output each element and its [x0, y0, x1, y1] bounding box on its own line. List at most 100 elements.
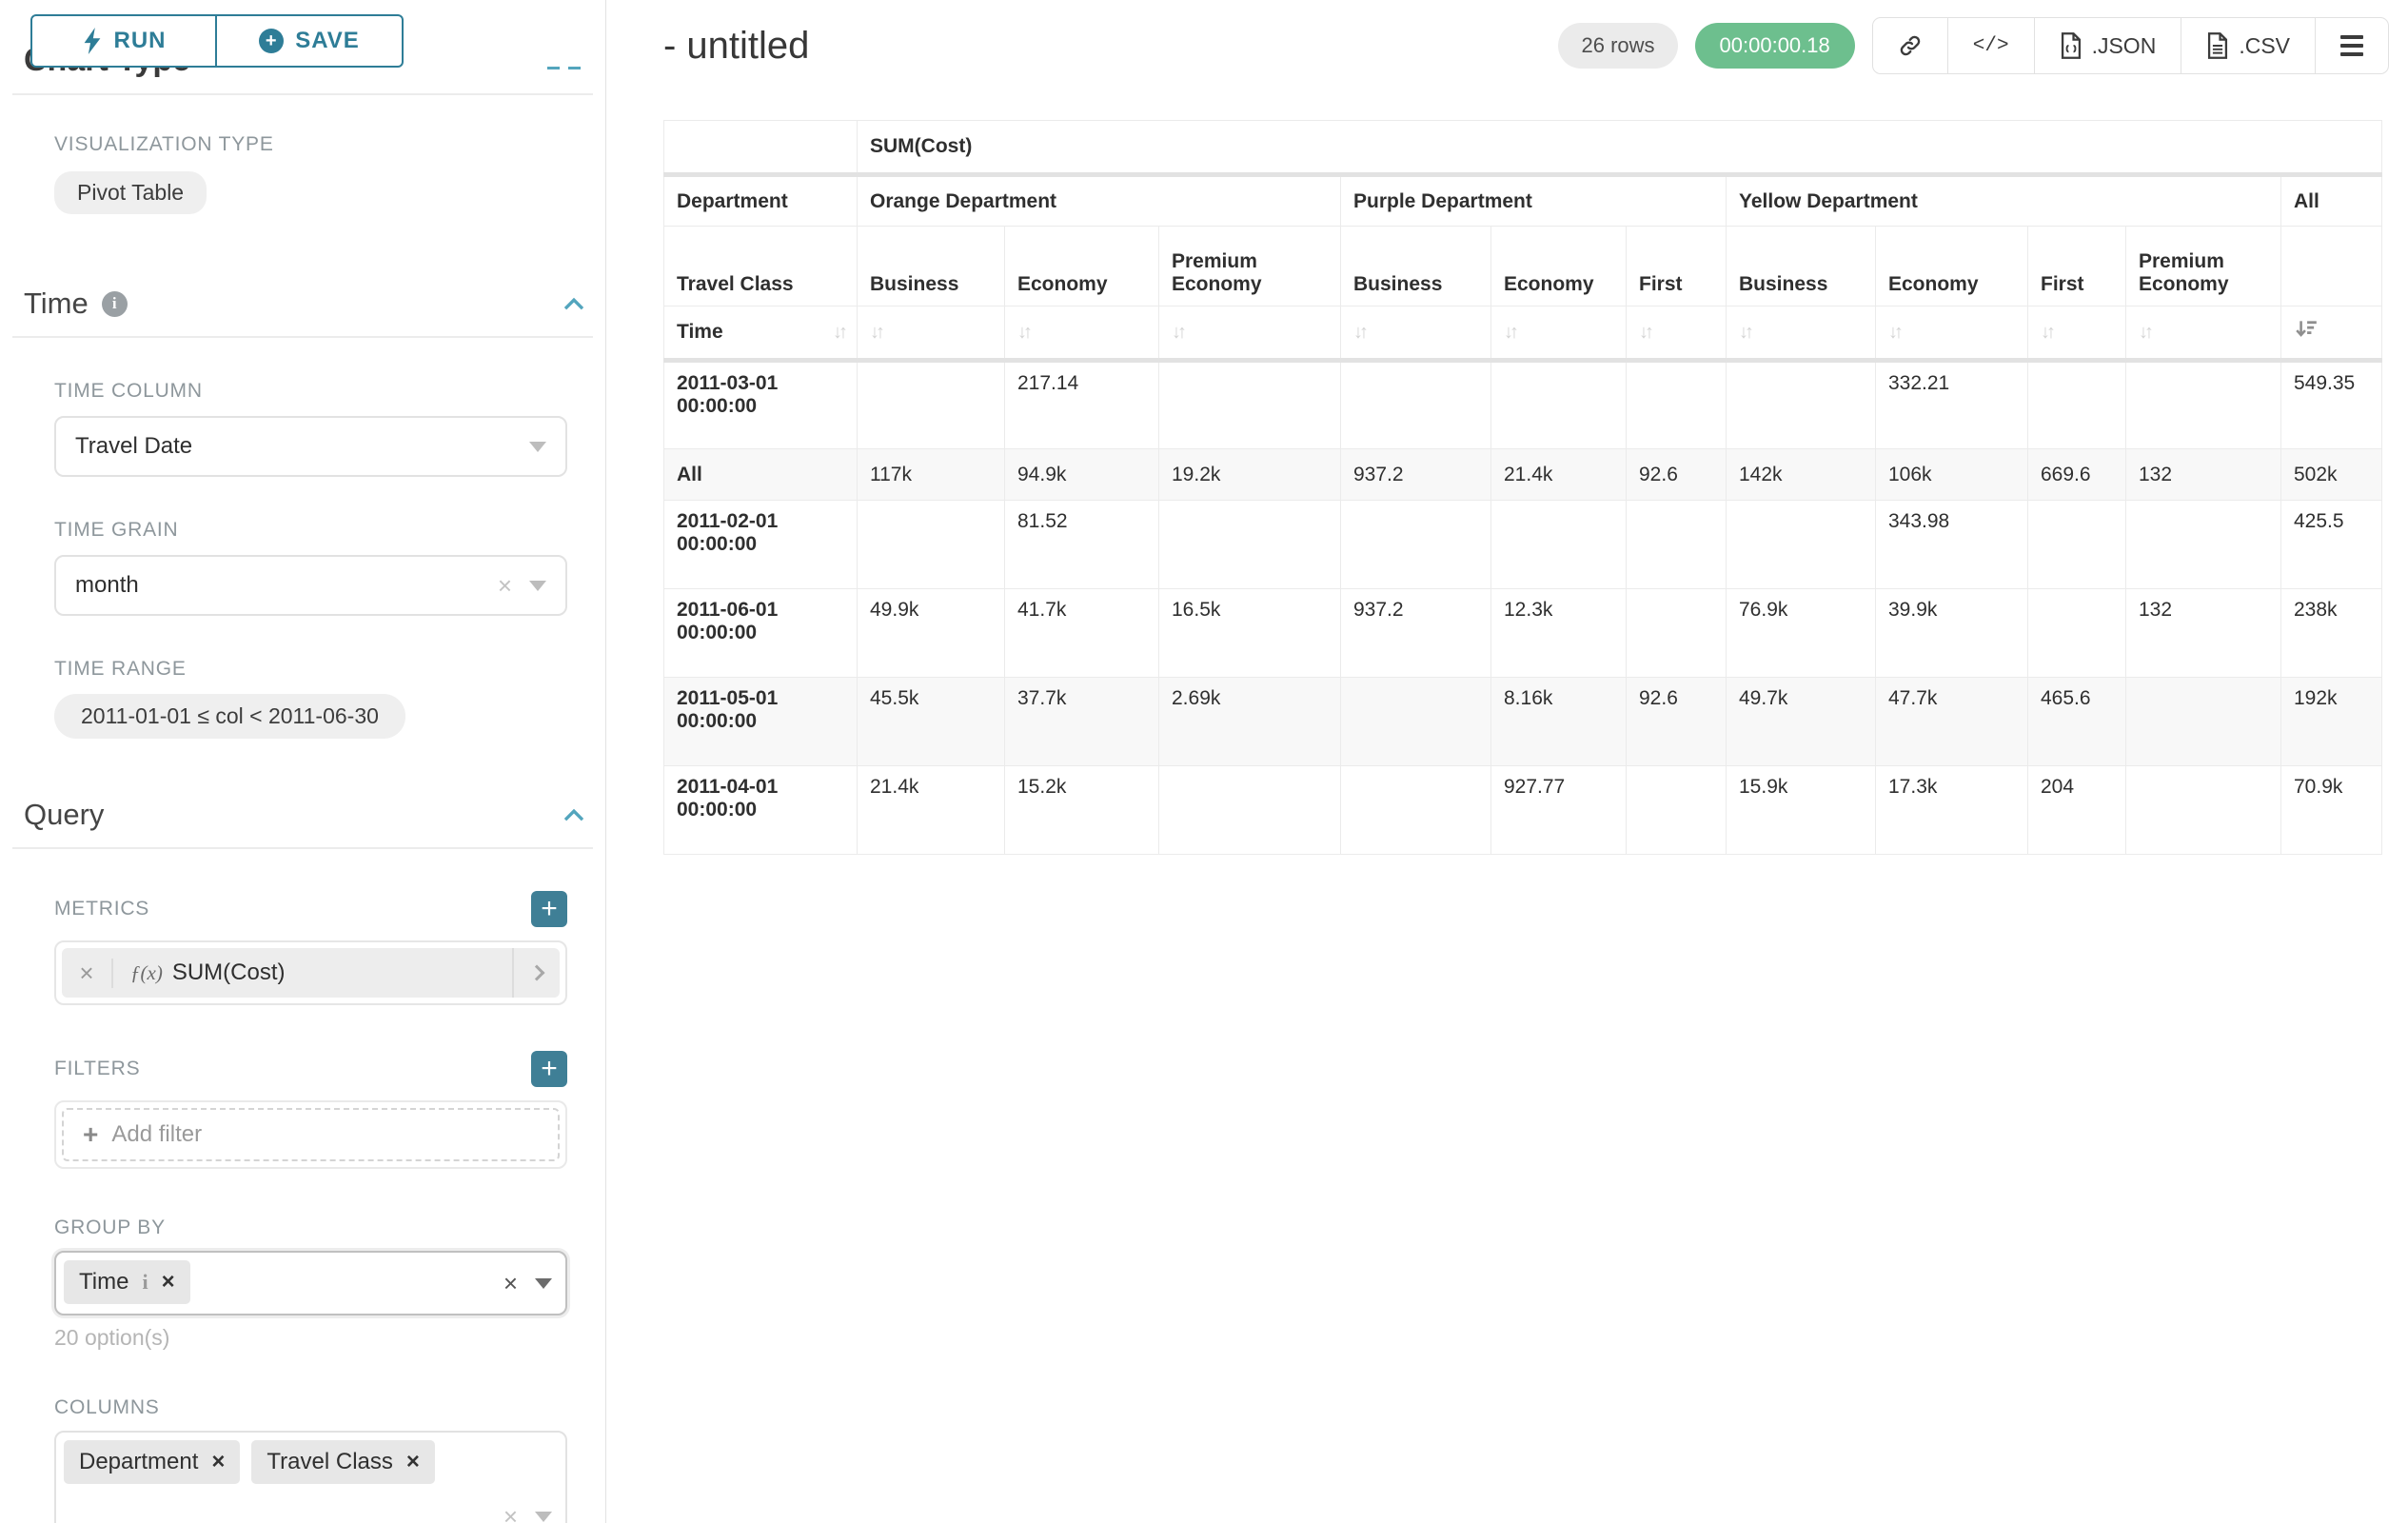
column-group-header: Orange Department	[857, 174, 1341, 227]
columns-tag-travel-class[interactable]: Travel Class ×	[251, 1440, 435, 1484]
sort-column-header[interactable]: ↓↑	[1626, 306, 1727, 363]
columns-select[interactable]: Department × Travel Class × ×	[54, 1431, 567, 1523]
time-grain-select[interactable]: month ×	[54, 555, 567, 616]
sort-column-header[interactable]: ↓↑	[1875, 306, 2028, 363]
run-button[interactable]: RUN	[30, 14, 217, 68]
sort-column-header[interactable]: ↓↑	[857, 306, 1005, 363]
value-cell: 15.9k	[1726, 765, 1876, 855]
columns-tag-department[interactable]: Department ×	[64, 1440, 241, 1484]
info-icon: i	[101, 290, 128, 317]
save-button-label: SAVE	[295, 28, 360, 53]
sort-icon[interactable]: ↓↑	[1639, 322, 1654, 343]
clear-icon[interactable]: ×	[497, 570, 512, 600]
add-metric-button[interactable]: +	[531, 891, 567, 927]
sort-icon[interactable]: ↓↑	[870, 322, 885, 343]
sort-column-header[interactable]: ↓↑	[1726, 306, 1876, 363]
travel-class-header: Business	[1726, 226, 1876, 307]
time-row-header[interactable]: Time ↓↑	[663, 306, 858, 363]
filters-control: + Add filter	[54, 1100, 567, 1169]
time-section-label: Time	[24, 287, 89, 320]
empty-value-cell	[2027, 360, 2126, 449]
sort-column-header[interactable]: ↓↑	[1490, 306, 1627, 363]
group-by-tag-time[interactable]: Time i ×	[64, 1260, 190, 1304]
time-column-select[interactable]: Travel Date	[54, 416, 567, 477]
value-cell: 92.6	[1626, 448, 1727, 501]
sort-icon[interactable]: ↓↑	[1353, 322, 1369, 343]
filters-label: FILTERS	[54, 1058, 141, 1079]
caret-down-icon	[535, 1511, 552, 1522]
value-cell: 117k	[857, 448, 1005, 501]
add-filter-plus-button[interactable]: +	[531, 1051, 567, 1087]
metric-pill[interactable]: × ƒ(x) SUM(Cost)	[62, 948, 560, 998]
sort-icon[interactable]: ↓↑	[1888, 322, 1904, 343]
travel-class-header: Economy	[1004, 226, 1159, 307]
menu-button[interactable]	[2315, 18, 2388, 73]
value-cell: 549.35	[2280, 360, 2382, 449]
empty-value-cell	[1340, 677, 1491, 766]
sort-column-header[interactable]: ↓↑	[1004, 306, 1159, 363]
value-cell: 92.6	[1626, 677, 1727, 766]
value-cell: 49.7k	[1726, 677, 1876, 766]
empty-value-cell	[1490, 360, 1627, 449]
group-by-select[interactable]: Time i × ×	[54, 1251, 567, 1315]
sub-dimension-header: Travel Class	[663, 226, 858, 307]
sort-column-header[interactable]: ↓↑	[1158, 306, 1341, 363]
export-json-button[interactable]: .JSON	[2033, 18, 2181, 73]
tag-label: Time	[79, 1269, 129, 1295]
tag-label: Department	[79, 1449, 199, 1474]
sort-icon[interactable]: ↓↑	[1017, 322, 1033, 343]
sort-icon[interactable]: ↓↑	[1172, 322, 1187, 343]
run-save-button-group: RUN + SAVE	[30, 14, 404, 68]
clear-icon[interactable]: ×	[503, 1268, 518, 1297]
value-cell: 47.7k	[1875, 677, 2028, 766]
expand-metric-button[interactable]	[512, 948, 560, 998]
remove-tag-icon[interactable]: ×	[211, 1449, 226, 1474]
sort-column-header[interactable]	[2280, 306, 2382, 363]
sort-icon[interactable]: ↓↑	[2041, 322, 2056, 343]
caret-down-icon	[535, 1277, 552, 1289]
divider	[12, 847, 593, 849]
sort-column-header[interactable]: ↓↑	[1340, 306, 1491, 363]
export-json-label: .JSON	[2091, 32, 2157, 58]
sort-desc-active-icon[interactable]	[2294, 320, 2319, 339]
add-filter-button[interactable]: + Add filter	[62, 1108, 560, 1161]
sort-icon[interactable]: ↓↑	[833, 321, 848, 343]
view-query-button[interactable]: </>	[1946, 18, 2034, 73]
row-label: 2011-04-01 00:00:00	[663, 765, 858, 855]
value-cell: 332.21	[1875, 360, 2028, 449]
export-button-group: </> .JSON .CSV	[1871, 17, 2389, 74]
travel-class-header: Business	[857, 226, 1005, 307]
sort-column-header[interactable]: ↓↑	[2125, 306, 2281, 363]
sort-icon[interactable]: ↓↑	[2139, 322, 2154, 343]
export-csv-button[interactable]: .CSV	[2181, 18, 2315, 73]
chart-header-actions: 26 rows 00:00:00.18 </>	[1558, 17, 2389, 74]
value-cell: 41.7k	[1004, 588, 1159, 678]
query-section-header[interactable]: Query	[24, 798, 586, 832]
caret-down-icon	[529, 441, 546, 452]
value-cell: 238k	[2280, 588, 2382, 678]
value-cell: 19.2k	[1158, 448, 1341, 501]
remove-tag-icon[interactable]: ×	[161, 1269, 175, 1295]
empty-value-cell	[1340, 500, 1491, 589]
value-cell: 927.77	[1490, 765, 1627, 855]
share-link-button[interactable]	[1873, 18, 1947, 73]
save-button[interactable]: + SAVE	[217, 14, 404, 68]
sort-icon[interactable]: ↓↑	[1739, 322, 1754, 343]
sort-icon[interactable]: ↓↑	[1504, 322, 1519, 343]
sort-column-header[interactable]: ↓↑	[2027, 306, 2126, 363]
chart-panel: - untitled 26 rows 00:00:00.18 </>	[606, 0, 2408, 1523]
empty-value-cell	[1626, 360, 1727, 449]
travel-class-header: Economy	[1490, 226, 1627, 307]
lightning-icon	[84, 28, 100, 54]
remove-metric-icon[interactable]: ×	[62, 958, 113, 988]
travel-class-header: Premium Economy	[2125, 226, 2281, 307]
value-cell: 12.3k	[1490, 588, 1627, 678]
metrics-header-row: METRICS +	[54, 891, 567, 927]
time-range-pill[interactable]: 2011-01-01 ≤ col < 2011-06-30	[54, 694, 405, 739]
viz-type-pill[interactable]: Pivot Table	[54, 171, 207, 214]
clear-icon[interactable]: ×	[503, 1501, 518, 1523]
remove-tag-icon[interactable]: ×	[405, 1449, 420, 1474]
chart-title[interactable]: - untitled	[663, 24, 810, 67]
time-section-header[interactable]: Time i	[24, 287, 586, 321]
empty-value-cell	[1158, 765, 1341, 855]
